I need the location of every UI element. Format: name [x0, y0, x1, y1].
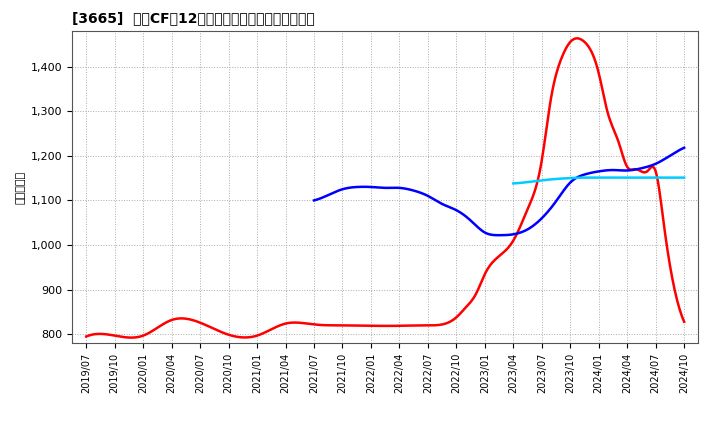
7年 [602, 175, 611, 180]
3年 [407, 323, 415, 328]
Y-axis label: （百万円）: （百万円） [15, 170, 25, 204]
3年 [439, 322, 448, 327]
5年 [672, 150, 680, 155]
Line: 7年: 7年 [513, 178, 684, 183]
5年 [495, 233, 503, 238]
7年 [611, 175, 620, 180]
7年 [680, 175, 688, 180]
5年 [614, 168, 623, 173]
Line: 3年: 3年 [86, 38, 684, 337]
7年 [676, 175, 685, 180]
3年 [680, 319, 688, 324]
3年 [371, 323, 379, 329]
5年 [531, 222, 539, 227]
7年 [509, 181, 518, 186]
5年 [485, 232, 494, 237]
Line: 5年: 5年 [314, 148, 684, 235]
5年 [310, 198, 318, 203]
3年 [127, 335, 136, 340]
7年 [592, 175, 600, 180]
Text: [3665]  営業CFだ12か月移動合計の標準偏差の推移: [3665] 営業CFだ12か月移動合計の標準偏差の推移 [72, 11, 315, 26]
3年 [575, 36, 583, 41]
7年 [590, 175, 599, 180]
5年 [680, 145, 688, 150]
3年 [668, 275, 677, 280]
7年 [585, 175, 594, 180]
3年 [367, 323, 376, 328]
5年 [510, 231, 519, 237]
7年 [649, 175, 658, 180]
3年 [82, 334, 91, 339]
5年 [487, 232, 496, 238]
3年 [573, 36, 582, 41]
